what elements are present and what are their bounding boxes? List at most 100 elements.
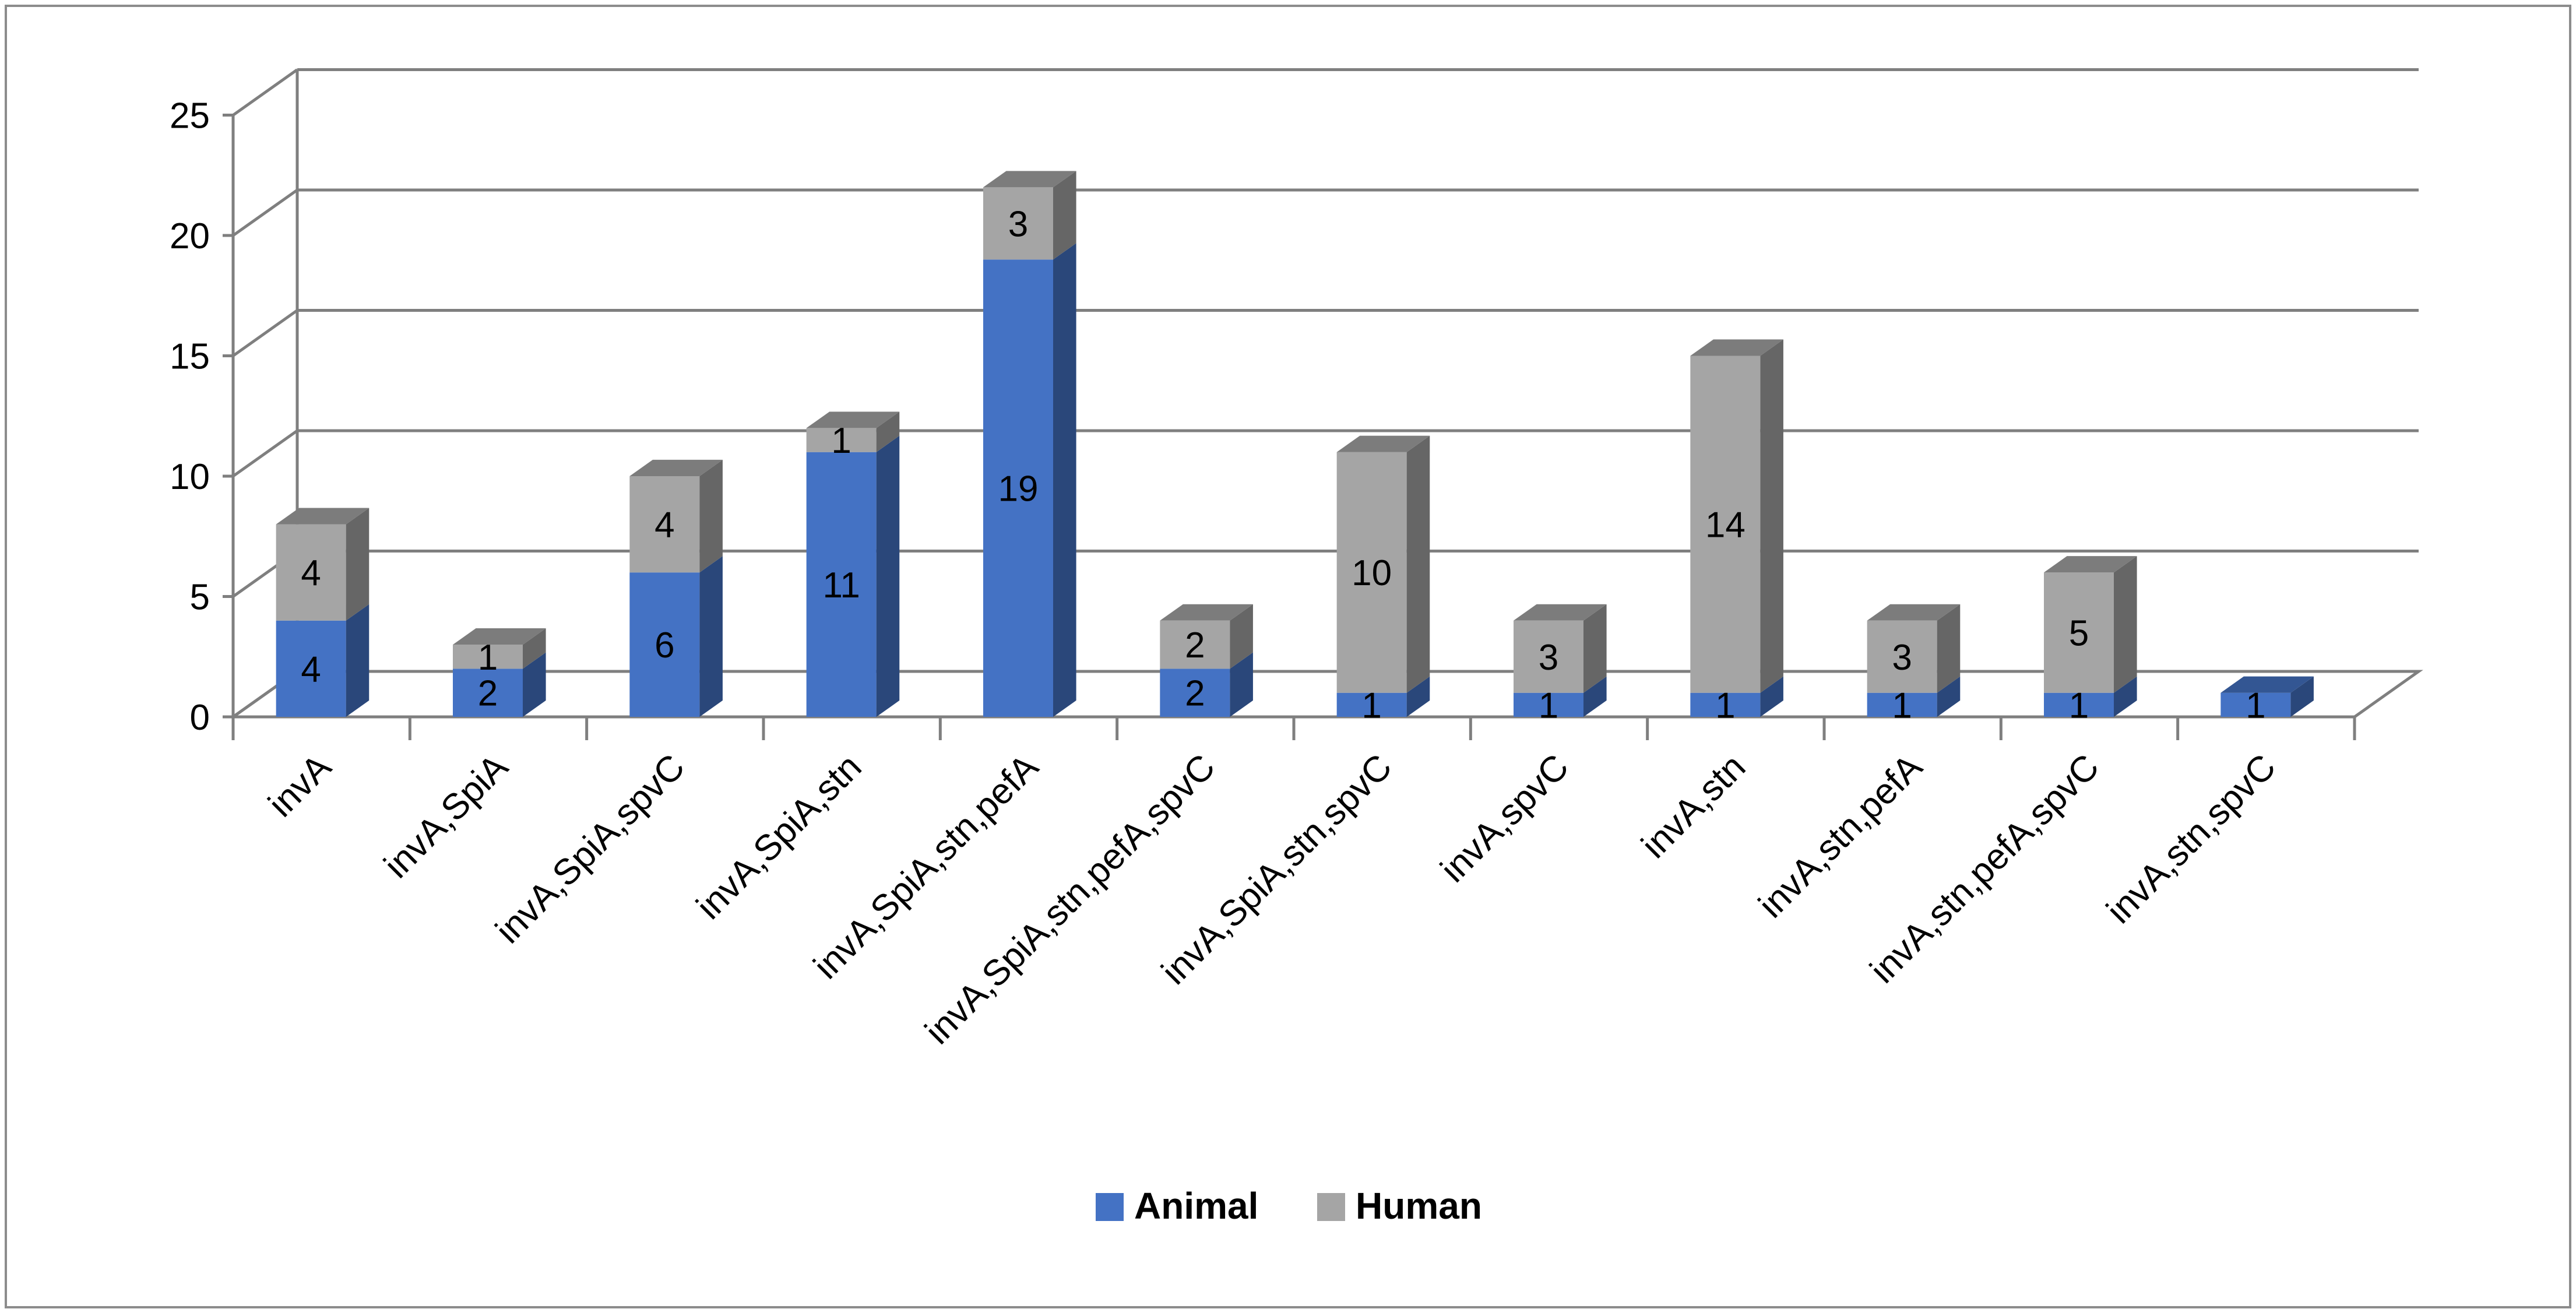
bar-human-side <box>2114 556 2137 693</box>
bar-animal-side <box>2290 676 2314 717</box>
bar-animal-side <box>2114 676 2137 717</box>
bar-human-side <box>1760 339 1783 693</box>
bar-top-cap <box>276 508 369 525</box>
data-label-human: 5 <box>2069 613 2089 653</box>
bar-animal-side <box>699 556 723 717</box>
bar-human-side <box>1053 171 1076 260</box>
bar-top-cap <box>983 171 1076 188</box>
bars <box>276 171 2314 717</box>
data-label-human: 4 <box>301 553 321 593</box>
bar-human-front <box>983 187 1053 260</box>
data-label-animal: 1 <box>1892 685 1912 726</box>
bar-animal-front <box>1336 692 1407 717</box>
bar-animal-side <box>1760 676 1783 717</box>
bar-top-cap <box>2044 556 2137 573</box>
bar-human-front <box>1336 452 1407 693</box>
bar-human-side <box>1583 604 1607 693</box>
bar-top-cap <box>2220 676 2314 693</box>
bar-animal-side <box>523 652 546 717</box>
bar-human-front <box>629 476 700 573</box>
bar-animal-side <box>1053 243 1076 717</box>
data-label-animal: 1 <box>1715 685 1735 726</box>
data-label-human: 14 <box>1705 505 1746 546</box>
legend-swatch-human <box>1317 1193 1345 1221</box>
bar-animal-front <box>1690 692 1761 717</box>
data-label-human: 2 <box>1185 625 1205 666</box>
bar-animal-front <box>2044 692 2114 717</box>
data-label-animal: 11 <box>822 565 860 606</box>
y-tick-label: 25 <box>170 96 210 136</box>
bar-animal-front <box>1160 668 1230 717</box>
bar-human-side <box>1406 435 1430 693</box>
bar-human-front <box>453 645 523 669</box>
bar-animal-front <box>806 452 877 717</box>
bar-top-cap <box>453 628 546 645</box>
chart-border <box>5 5 2571 1308</box>
bar-top-cap <box>1867 604 1961 621</box>
y-tick-label: 15 <box>170 337 210 377</box>
bar-animal-side <box>1937 676 1961 717</box>
data-label-human: 10 <box>1352 553 1392 593</box>
bar-human-front <box>276 524 346 621</box>
data-label-human: 3 <box>1539 638 1558 678</box>
bar-human-side <box>523 628 546 669</box>
legend: Animal Human <box>1096 1185 1482 1227</box>
bar-animal-side <box>876 435 900 717</box>
bar-human-side <box>1937 604 1961 693</box>
data-label-human: 1 <box>478 638 498 678</box>
bar-animal-front <box>2220 692 2291 717</box>
y-tick-label: 20 <box>170 216 210 256</box>
bar-human-front <box>806 428 877 452</box>
bar-animal-side <box>346 604 369 717</box>
gridline-side <box>232 309 298 357</box>
legend-swatch-animal <box>1096 1193 1124 1221</box>
bar-top-cap <box>1336 435 1430 452</box>
bar-animal-front <box>629 572 700 717</box>
gridline-side <box>232 188 298 237</box>
data-label-animal: 1 <box>1361 685 1381 726</box>
y-tick-label: 5 <box>190 578 210 618</box>
data-label-animal: 2 <box>478 674 498 714</box>
bar-human-front <box>1690 356 1761 693</box>
data-label-human: 1 <box>831 421 851 461</box>
bar-animal-front <box>1514 692 1583 717</box>
bar-top-cap <box>1690 339 1783 356</box>
bar-human-side <box>1230 604 1253 669</box>
bar-human-side <box>876 411 900 452</box>
bar-human-front <box>1514 620 1583 693</box>
bar-animal-front <box>276 620 346 717</box>
y-tick-label: 10 <box>170 457 210 497</box>
data-label-human: 4 <box>654 505 674 546</box>
gridline-side <box>232 429 298 478</box>
data-label-human: 3 <box>1008 204 1028 244</box>
bar-top-cap <box>1160 604 1253 621</box>
data-label-animal: 2 <box>1185 674 1205 714</box>
bar-human-front <box>1867 620 1937 693</box>
bar-top-cap <box>1514 604 1607 621</box>
data-label-animal: 19 <box>998 469 1039 509</box>
legend-label-animal: Animal <box>1134 1185 1258 1227</box>
bar-top-cap <box>806 411 900 428</box>
bar-animal-front <box>453 668 523 717</box>
bar-human-side <box>346 508 369 621</box>
bar-animal-side <box>1230 652 1253 717</box>
bar-animal-side <box>1583 676 1607 717</box>
data-label-human: 3 <box>1892 638 1912 678</box>
data-label-animal: 4 <box>301 649 321 689</box>
legend-label-human: Human <box>1356 1185 1482 1227</box>
bar-animal-front <box>1867 692 1937 717</box>
bar-animal-side <box>1406 676 1430 717</box>
bar-animal-front <box>983 259 1053 717</box>
data-label-animal: 6 <box>654 625 674 666</box>
bar-human-front <box>1160 620 1230 669</box>
bar-human-side <box>699 459 723 573</box>
data-label-animal: 1 <box>1539 685 1558 726</box>
data-label-animal: 1 <box>2246 685 2265 726</box>
y-tick-label: 0 <box>190 698 210 738</box>
gridline-side <box>232 68 298 117</box>
data-label-animal: 1 <box>2069 685 2089 726</box>
bar-human-front <box>2044 572 2114 693</box>
bar-top-cap <box>629 459 723 476</box>
